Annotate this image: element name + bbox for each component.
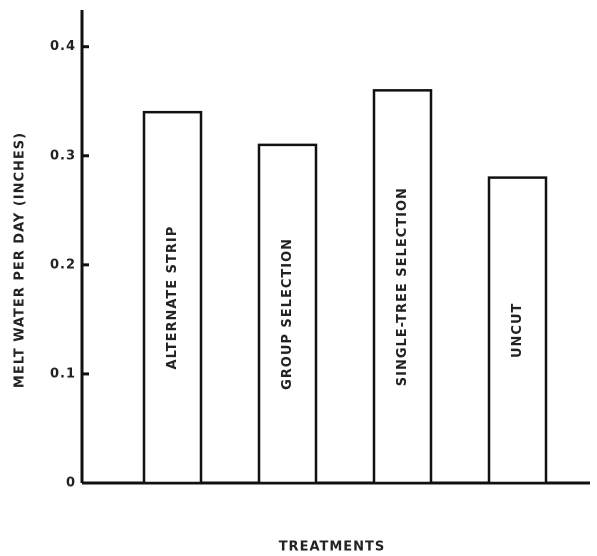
bar xyxy=(142,110,203,485)
category-label: ALTERNATE STRIP xyxy=(165,226,180,370)
category-label: UNCUT xyxy=(510,303,525,358)
y-tick-label: 0.3 xyxy=(50,148,76,163)
y-tick-label: 0 xyxy=(66,476,76,491)
x-axis-label: TREATMENTS xyxy=(279,540,386,555)
category-label: SINGLE-TREE SELECTION xyxy=(395,187,410,386)
bar xyxy=(257,143,318,485)
bar xyxy=(372,89,433,485)
y-tick-label: 0.4 xyxy=(50,39,76,54)
y-tick-label: 0.1 xyxy=(50,366,76,381)
bar xyxy=(487,176,548,485)
y-axis-label: MELT WATER PER DAY (INCHES) xyxy=(13,132,28,388)
y-tick-label: 0.2 xyxy=(50,257,76,272)
category-label: GROUP SELECTION xyxy=(280,238,295,390)
